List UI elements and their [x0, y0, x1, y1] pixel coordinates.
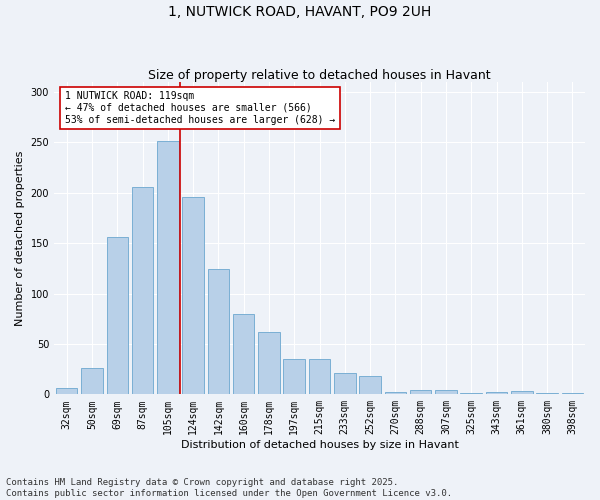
Bar	[258, 332, 280, 394]
Bar	[486, 392, 507, 394]
Text: Contains HM Land Registry data © Crown copyright and database right 2025.
Contai: Contains HM Land Registry data © Crown c…	[6, 478, 452, 498]
X-axis label: Distribution of detached houses by size in Havant: Distribution of detached houses by size …	[181, 440, 458, 450]
Bar	[81, 368, 103, 394]
Bar	[435, 390, 457, 394]
Bar	[56, 388, 77, 394]
Bar	[208, 270, 229, 394]
Bar	[233, 314, 254, 394]
Bar	[511, 392, 533, 394]
Bar	[182, 197, 204, 394]
Title: Size of property relative to detached houses in Havant: Size of property relative to detached ho…	[148, 69, 491, 82]
Bar	[385, 392, 406, 394]
Text: 1, NUTWICK ROAD, HAVANT, PO9 2UH: 1, NUTWICK ROAD, HAVANT, PO9 2UH	[169, 5, 431, 19]
Bar	[157, 142, 179, 394]
Bar	[410, 390, 431, 394]
Text: 1 NUTWICK ROAD: 119sqm
← 47% of detached houses are smaller (566)
53% of semi-de: 1 NUTWICK ROAD: 119sqm ← 47% of detached…	[65, 92, 335, 124]
Bar	[132, 187, 153, 394]
Bar	[359, 376, 381, 394]
Y-axis label: Number of detached properties: Number of detached properties	[15, 150, 25, 326]
Bar	[334, 373, 356, 394]
Bar	[283, 359, 305, 394]
Bar	[107, 237, 128, 394]
Bar	[309, 359, 330, 394]
